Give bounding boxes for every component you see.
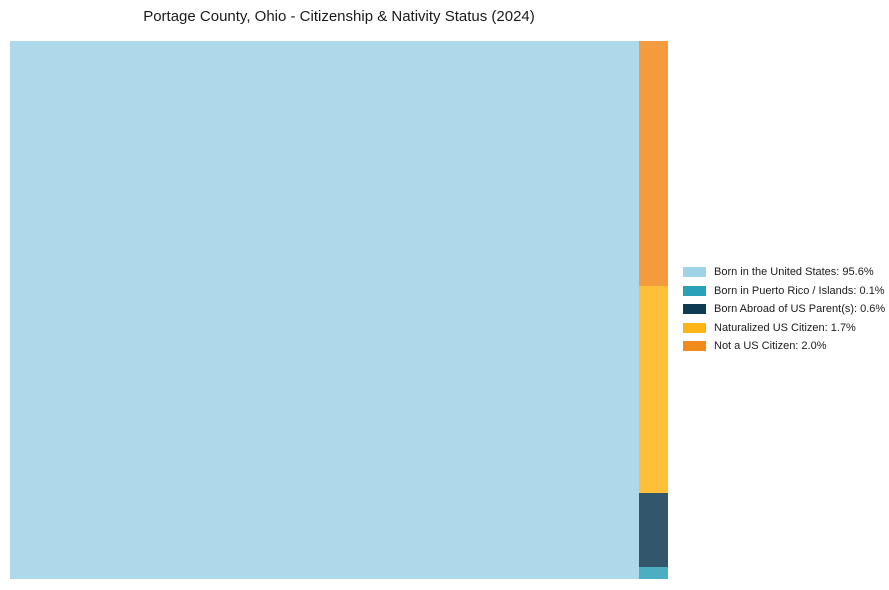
legend-label: Not a US Citizen: 2.0%	[714, 340, 827, 353]
legend-item: Not a US Citizen: 2.0%	[683, 337, 885, 356]
treemap-block-born-abroad-of-us-parents	[639, 493, 668, 567]
legend-item: Born in the United States: 95.6%	[683, 263, 885, 282]
treemap-block-born-in-united-states	[10, 41, 640, 579]
legend-label: Born in the United States: 95.6%	[714, 266, 874, 279]
legend-swatch-born-abroad-of-us-parents	[683, 304, 706, 315]
legend-swatch-not-a-us-citizen	[683, 341, 706, 352]
legend-swatch-born-in-united-states	[683, 267, 706, 278]
legend-item: Naturalized US Citizen: 1.7%	[683, 319, 885, 338]
legend-item: Born in Puerto Rico / Islands: 0.1%	[683, 282, 885, 301]
treemap-column	[639, 41, 668, 579]
treemap-block-naturalized-us-citizen	[639, 285, 668, 494]
legend-label: Naturalized US Citizen: 1.7%	[714, 321, 856, 334]
legend-item: Born Abroad of US Parent(s): 0.6%	[683, 300, 885, 319]
legend-label: Born in Puerto Rico / Islands: 0.1%	[714, 284, 885, 297]
legend-label: Born Abroad of US Parent(s): 0.6%	[714, 303, 886, 316]
legend-swatch-naturalized-us-citizen	[683, 322, 706, 333]
chart-title: Portage County, Ohio - Citizenship & Nat…	[143, 8, 535, 25]
treemap-block-born-in-puerto-rico-islands	[639, 566, 668, 579]
treemap-block-not-a-us-citizen	[639, 41, 668, 286]
legend: Born in the United States: 95.6% Born in…	[683, 263, 885, 356]
legend-swatch-born-in-puerto-rico-islands	[683, 285, 706, 296]
treemap	[10, 41, 668, 579]
